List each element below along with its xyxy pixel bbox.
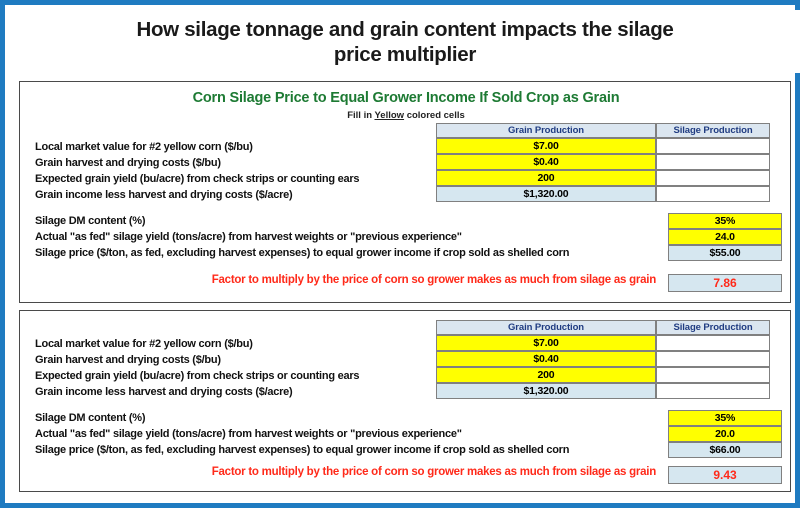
silage-value-cell[interactable]: 24.0 xyxy=(668,229,782,245)
silage-empty-cell xyxy=(656,367,770,383)
grain-labels-2: Local market value for #2 yellow corn ($… xyxy=(35,336,635,400)
silage-value-cell[interactable]: 35% xyxy=(668,410,782,426)
column-header-grain: Grain Production xyxy=(436,320,656,335)
silage-production-column-2: Silage Production xyxy=(656,320,770,399)
row-label: Local market value for #2 yellow corn ($… xyxy=(35,338,253,350)
row-label: Silage price ($/ton, as fed, excluding h… xyxy=(35,444,570,456)
grain-value-cell[interactable]: $7.00 xyxy=(436,138,656,154)
silage-empty-cell xyxy=(656,138,770,154)
silage-labels-2: Silage DM content (%) Actual "as fed" si… xyxy=(35,410,675,458)
silage-computed-cell: $66.00 xyxy=(668,442,782,458)
grain-computed-cell: $1,320.00 xyxy=(436,186,656,202)
silage-empty-cell xyxy=(656,335,770,351)
grain-value-cell[interactable]: $7.00 xyxy=(436,335,656,351)
grain-value-cell[interactable]: 200 xyxy=(436,170,656,186)
worksheet-heading: Corn Silage Price to Equal Grower Income… xyxy=(192,90,620,106)
fill-in-note-post: colored cells xyxy=(404,110,465,121)
silage-empty-cell xyxy=(656,383,770,399)
silage-empty-cell xyxy=(656,154,770,170)
row-label: Actual "as fed" silage yield (tons/acre)… xyxy=(35,428,462,440)
title-bar: How silage tonnage and grain content imp… xyxy=(10,10,800,73)
silage-empty-cell xyxy=(656,170,770,186)
row-label: Grain income less harvest and drying cos… xyxy=(35,189,293,201)
fill-in-note: Fill in Yellow colored cells xyxy=(20,110,792,121)
column-header-silage: Silage Production xyxy=(656,320,770,335)
row-label: Silage DM content (%) xyxy=(35,412,146,424)
factor-value: 7.86 xyxy=(668,274,782,292)
grain-value-cell[interactable]: $0.40 xyxy=(436,154,656,170)
row-label: Grain harvest and drying costs ($/bu) xyxy=(35,157,221,169)
row-label: Silage price ($/ton, as fed, excluding h… xyxy=(35,247,570,259)
silage-labels-1: Silage DM content (%) Actual "as fed" si… xyxy=(35,213,675,261)
silage-empty-cell xyxy=(656,351,770,367)
silage-values-1: 35% 24.0 $55.00 xyxy=(668,213,782,261)
grain-labels-1: Local market value for #2 yellow corn ($… xyxy=(35,139,635,203)
factor-label: Factor to multiply by the price of corn … xyxy=(211,274,656,286)
row-label: Expected grain yield (bu/acre) from chec… xyxy=(35,370,360,382)
grain-value-cell[interactable]: $0.40 xyxy=(436,351,656,367)
fill-in-note-yellow: Yellow xyxy=(374,110,405,121)
silage-value-cell[interactable]: 20.0 xyxy=(668,426,782,442)
silage-values-2: 35% 20.0 $66.00 xyxy=(668,410,782,458)
column-header-grain: Grain Production xyxy=(436,123,656,138)
column-header-silage: Silage Production xyxy=(656,123,770,138)
silage-empty-cell xyxy=(656,186,770,202)
grain-production-column-2: Grain Production $7.00 $0.40 200 $1,320.… xyxy=(436,320,656,399)
row-label: Local market value for #2 yellow corn ($… xyxy=(35,141,253,153)
row-label: Grain income less harvest and drying cos… xyxy=(35,386,293,398)
silage-computed-cell: $55.00 xyxy=(668,245,782,261)
scenario-panel-2: Local market value for #2 yellow corn ($… xyxy=(19,310,791,492)
grain-computed-cell: $1,320.00 xyxy=(436,383,656,399)
factor-value: 9.43 xyxy=(668,466,782,484)
row-label: Grain harvest and drying costs ($/bu) xyxy=(35,354,221,366)
row-label: Actual "as fed" silage yield (tons/acre)… xyxy=(35,231,462,243)
fill-in-note-pre: Fill in xyxy=(347,110,375,121)
grain-production-column-1: Grain Production $7.00 $0.40 200 $1,320.… xyxy=(436,123,656,202)
silage-production-column-1: Silage Production xyxy=(656,123,770,202)
row-label: Expected grain yield (bu/acre) from chec… xyxy=(35,173,360,185)
row-label: Silage DM content (%) xyxy=(35,215,146,227)
factor-label: Factor to multiply by the price of corn … xyxy=(211,466,656,478)
grain-value-cell[interactable]: 200 xyxy=(436,367,656,383)
silage-value-cell[interactable]: 35% xyxy=(668,213,782,229)
scenario-panel-1: Corn Silage Price to Equal Grower Income… xyxy=(19,81,791,303)
page-title: How silage tonnage and grain content imp… xyxy=(136,17,674,66)
